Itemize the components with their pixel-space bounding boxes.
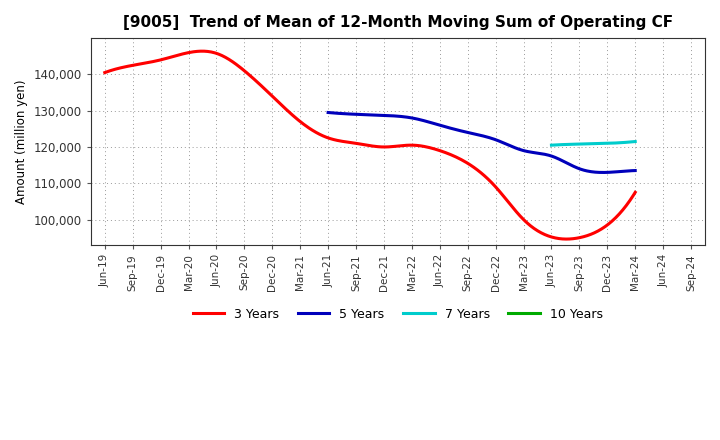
Legend: 3 Years, 5 Years, 7 Years, 10 Years: 3 Years, 5 Years, 7 Years, 10 Years (188, 303, 608, 326)
Title: [9005]  Trend of Mean of 12-Month Moving Sum of Operating CF: [9005] Trend of Mean of 12-Month Moving … (123, 15, 673, 30)
Y-axis label: Amount (million yen): Amount (million yen) (15, 79, 28, 204)
